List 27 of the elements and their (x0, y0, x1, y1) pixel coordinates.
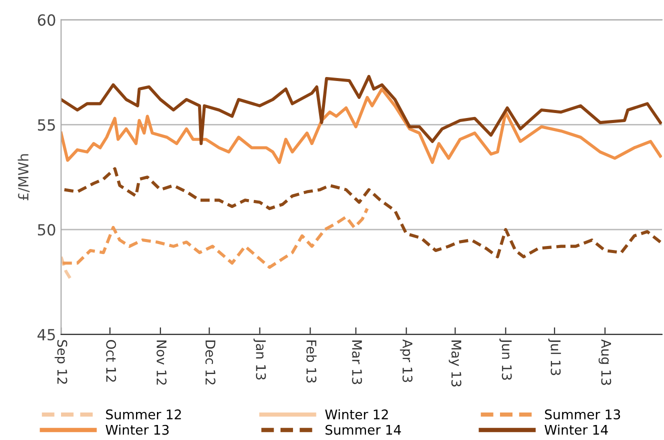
y-axis-title: £/MWh (18, 154, 30, 200)
legend-label: Winter 13 (106, 424, 169, 435)
x-tick-label: May 13 (448, 340, 462, 386)
line-series (61, 207, 369, 269)
x-tick-label: Oct 12 (106, 340, 116, 382)
y-tick-label: 60 (38, 14, 56, 26)
x-tick-label: Mar 13 (352, 340, 362, 384)
x-tick-label: Apr 13 (400, 339, 412, 382)
x-tick-label: Jun 13 (499, 338, 512, 380)
y-tick-label: 55 (38, 119, 55, 131)
legend-label: Winter 14 (544, 424, 608, 435)
legend-label: Summer 13 (545, 409, 620, 420)
x-tick-label: Jul 13 (548, 338, 561, 376)
legend-label: Winter 12 (325, 409, 388, 420)
legend-label: Summer 12 (106, 409, 181, 420)
legend-label: Summer 14 (326, 424, 401, 435)
line-series (62, 167, 662, 258)
x-tick-label: Nov 12 (156, 340, 167, 385)
x-tick-label: Aug 13 (598, 339, 612, 385)
y-tick-label: 45 (38, 329, 55, 340)
y-tick-label: 50 (38, 224, 56, 236)
line-series (61, 74, 662, 146)
x-tick-label: Sep 12 (54, 340, 68, 384)
line-series (61, 87, 662, 164)
x-tick-label: Feb 13 (306, 340, 317, 383)
x-tick-label: Dec 12 (205, 340, 216, 384)
x-tick-label: Jan 13 (253, 338, 266, 380)
